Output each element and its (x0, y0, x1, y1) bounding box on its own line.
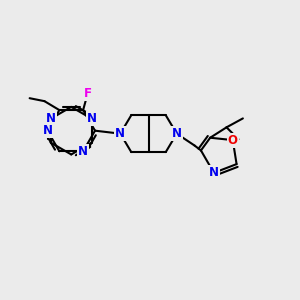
Text: N: N (43, 124, 52, 137)
Text: O: O (228, 134, 238, 147)
Text: F: F (84, 87, 92, 100)
Text: N: N (172, 127, 182, 140)
Text: N: N (209, 166, 219, 179)
Text: N: N (115, 127, 125, 140)
Text: N: N (78, 145, 88, 158)
Text: N: N (87, 112, 97, 125)
Text: N: N (46, 112, 56, 125)
